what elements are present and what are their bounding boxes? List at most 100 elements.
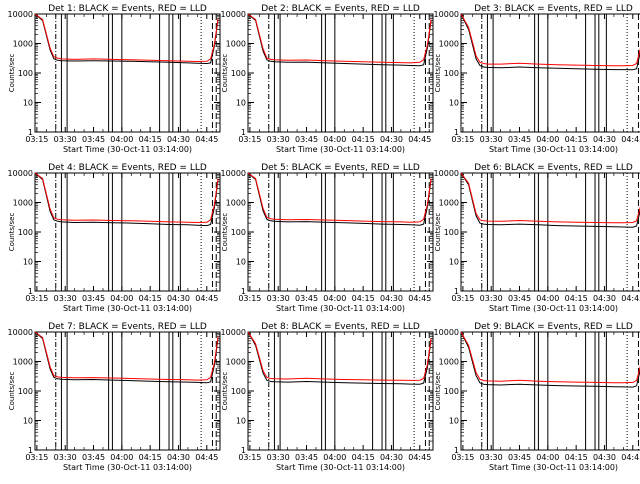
y-tick-label: 100 xyxy=(18,69,33,78)
y-tick-label: 100 xyxy=(18,387,33,396)
series-line-lld xyxy=(247,13,432,64)
panel-title: Det 9: BLACK = Events, RED = LLD xyxy=(474,322,633,332)
panel-det-2: Det 2: BLACK = Events, RED = LLD 1 10 100 10… xyxy=(221,4,434,154)
panel-det-7: Det 7: BLACK = Events, RED = LLD 1 10 100 10… xyxy=(8,322,221,472)
series-line-events xyxy=(34,331,219,384)
y-tick-label: 100 xyxy=(231,69,246,78)
y-tick-label: 10 xyxy=(449,417,459,426)
y-tick-label: 1 xyxy=(454,128,459,137)
series-line-lld xyxy=(34,13,219,63)
x-tick-label: 03:30 xyxy=(480,453,503,462)
y-tick-label: 10000 xyxy=(8,169,33,178)
y-tick-label: 10000 xyxy=(434,10,459,19)
x-tick-label: 04:45 xyxy=(195,294,218,303)
x-tick-label: 03:45 xyxy=(295,294,318,303)
x-tick-label: 04:30 xyxy=(593,453,616,462)
panel-title: Det 8: BLACK = Events, RED = LLD xyxy=(261,322,420,332)
y-tick-label: 10 xyxy=(449,258,459,267)
x-tick-label: 03:45 xyxy=(82,135,105,144)
x-tick-label: 04:15 xyxy=(352,135,375,144)
y-tick-label: 10000 xyxy=(434,169,459,178)
series-line-lld xyxy=(460,172,640,224)
axes-frame xyxy=(34,13,221,133)
x-tick-label: 04:00 xyxy=(536,135,559,144)
y-tick-label: 100 xyxy=(18,228,33,237)
x-tick-label: 03:30 xyxy=(267,294,290,303)
series-line-lld xyxy=(460,331,640,384)
series-line-events xyxy=(247,172,432,226)
y-tick-label: 100 xyxy=(444,228,459,237)
x-axis-label: Start Time (30-Oct-11 03:14:00) xyxy=(63,145,192,154)
x-tick-label: 04:00 xyxy=(536,294,559,303)
y-tick-label: 1 xyxy=(241,446,246,455)
series-line-lld xyxy=(247,331,432,381)
panel-title: Det 1: BLACK = Events, RED = LLD xyxy=(48,4,207,14)
x-tick-label: 03:30 xyxy=(480,294,503,303)
y-tick-label: 10 xyxy=(236,258,246,267)
axes-frame xyxy=(247,13,434,133)
x-tick-label: 04:00 xyxy=(110,453,133,462)
x-tick-label: 04:15 xyxy=(139,135,162,144)
y-tick-label: 10000 xyxy=(221,328,246,337)
y-tick-label: 100 xyxy=(231,228,246,237)
x-tick-label: 03:45 xyxy=(82,294,105,303)
y-axis-label: Counts/sec xyxy=(221,213,229,252)
y-tick-label: 1 xyxy=(454,287,459,296)
x-tick-label: 04:15 xyxy=(565,294,588,303)
panel-title: Det 2: BLACK = Events, RED = LLD xyxy=(261,4,420,14)
y-tick-label: 10000 xyxy=(434,328,459,337)
x-tick-label: 04:45 xyxy=(195,135,218,144)
x-tick-label: 03:15 xyxy=(451,135,474,144)
x-tick-label: 03:15 xyxy=(451,453,474,462)
x-axis-label: Start Time (30-Oct-11 03:14:00) xyxy=(276,145,405,154)
panel-det-5: Det 5: BLACK = Events, RED = LLD 1 10 100 10… xyxy=(221,163,434,313)
series-line-events xyxy=(247,13,432,67)
x-tick-label: 04:00 xyxy=(323,135,346,144)
axes-frame xyxy=(34,331,221,451)
x-tick-label: 04:00 xyxy=(110,135,133,144)
y-tick-label: 1 xyxy=(454,446,459,455)
y-tick-label: 1000 xyxy=(226,40,246,49)
x-tick-label: 03:45 xyxy=(508,135,531,144)
x-tick-label: 04:15 xyxy=(139,453,162,462)
x-axis-label: Start Time (30-Oct-11 03:14:00) xyxy=(63,304,192,313)
y-tick-label: 1 xyxy=(241,287,246,296)
y-tick-label: 10 xyxy=(23,417,33,426)
x-tick-label: 03:15 xyxy=(238,135,261,144)
x-tick-label: 04:30 xyxy=(380,294,403,303)
x-tick-label: 03:15 xyxy=(238,453,261,462)
y-axis-label: Counts/sec xyxy=(434,213,442,252)
y-tick-label: 10 xyxy=(23,258,33,267)
x-axis-label: Start Time (30-Oct-11 03:14:00) xyxy=(63,463,192,472)
y-tick-label: 10000 xyxy=(8,328,33,337)
panel-det-1: Det 1: BLACK = Events, RED = LLD 1 10 100 10… xyxy=(8,4,221,154)
x-tick-label: 03:30 xyxy=(267,453,290,462)
y-tick-label: 1 xyxy=(28,287,33,296)
y-tick-label: 10 xyxy=(23,99,33,108)
x-tick-label: 04:15 xyxy=(565,453,588,462)
series-line-events xyxy=(34,13,219,65)
x-tick-label: 04:30 xyxy=(380,135,403,144)
series-line-events xyxy=(460,13,640,71)
series-line-events xyxy=(247,331,432,385)
series-line-lld xyxy=(460,13,640,67)
y-axis-label: Counts/sec xyxy=(8,372,16,411)
panel-det-6: Det 6: BLACK = Events, RED = LLD 1 10 100 10… xyxy=(434,163,640,313)
x-tick-label: 03:15 xyxy=(25,453,48,462)
x-tick-label: 03:30 xyxy=(54,453,77,462)
x-tick-label: 04:45 xyxy=(621,294,640,303)
y-tick-label: 10 xyxy=(236,99,246,108)
x-tick-label: 04:00 xyxy=(536,453,559,462)
y-axis-label: Counts/sec xyxy=(8,54,16,93)
x-tick-label: 04:45 xyxy=(408,453,431,462)
x-tick-label: 03:15 xyxy=(451,294,474,303)
x-tick-label: 03:45 xyxy=(508,453,531,462)
panel-title: Det 7: BLACK = Events, RED = LLD xyxy=(48,322,207,332)
x-tick-label: 04:45 xyxy=(621,453,640,462)
y-axis-label: Counts/sec xyxy=(434,372,442,411)
x-tick-label: 04:30 xyxy=(167,453,190,462)
x-tick-label: 04:30 xyxy=(593,294,616,303)
y-tick-label: 1000 xyxy=(226,358,246,367)
axes-frame xyxy=(247,331,434,451)
y-tick-label: 1000 xyxy=(13,358,33,367)
